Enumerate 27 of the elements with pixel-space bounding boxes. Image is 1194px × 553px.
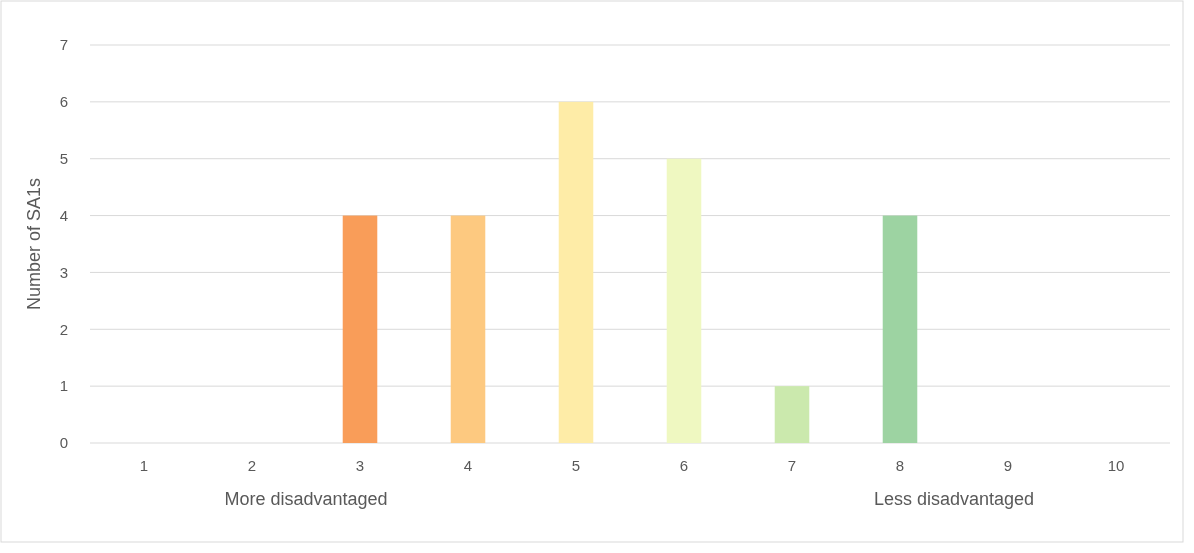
bar bbox=[342, 215, 378, 443]
x-tick-label: 2 bbox=[247, 457, 257, 474]
text: More disadvantaged bbox=[224, 489, 388, 509]
bar bbox=[450, 215, 486, 443]
y-tick-label: 0 bbox=[59, 434, 68, 452]
bar bbox=[774, 386, 810, 443]
x-tick-label: 3 bbox=[355, 457, 365, 474]
bar bbox=[666, 158, 702, 443]
y-tick-label: 2 bbox=[59, 320, 68, 338]
x-tick-label: 6 bbox=[679, 457, 689, 474]
x-tick-label: 9 bbox=[1003, 457, 1013, 474]
x-tick-label: 4 bbox=[463, 457, 473, 474]
x-tick-label: 1 bbox=[139, 457, 149, 474]
y-tick-label: 3 bbox=[59, 263, 68, 281]
text: Less disadvantaged bbox=[873, 489, 1035, 509]
x-tick-label: 8 bbox=[895, 457, 905, 474]
y-tick-label: 6 bbox=[59, 93, 68, 111]
y-tick-label: 1 bbox=[59, 377, 68, 395]
y-axis-title: Number of SA1s bbox=[24, 177, 44, 311]
bar bbox=[558, 101, 594, 443]
x-tick-label: 7 bbox=[787, 457, 797, 474]
y-tick-label: 7 bbox=[59, 36, 68, 54]
bar bbox=[882, 215, 918, 443]
x-tick-label: 5 bbox=[571, 457, 581, 474]
x-tick-label: 10 bbox=[1107, 457, 1125, 474]
y-tick-label: 5 bbox=[59, 149, 68, 167]
y-tick-label: 4 bbox=[59, 206, 68, 224]
